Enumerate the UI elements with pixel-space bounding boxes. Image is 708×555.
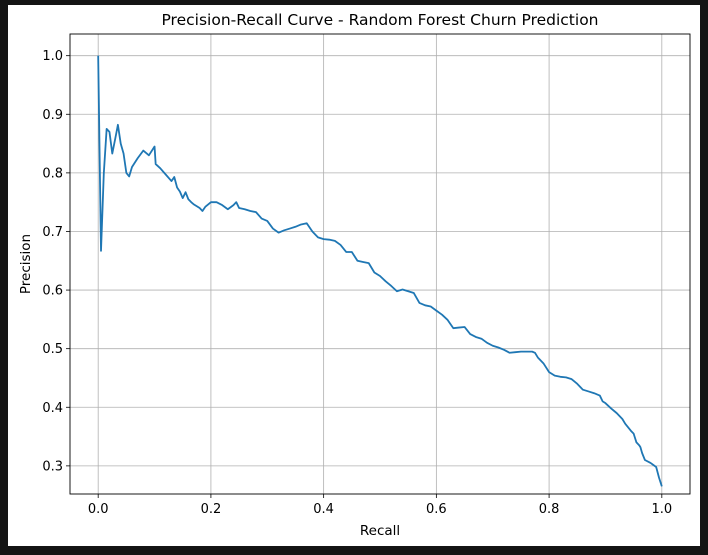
x-ticks: 0.0 0.2 0.4 0.6 0.8 1.0 [88,494,672,517]
plot-frame [69,33,691,495]
grid [70,34,690,494]
y-tick-label: 0.3 [42,459,63,474]
chart-title: Precision-Recall Curve - Random Forest C… [161,11,598,29]
y-tick-label: 0.6 [42,284,63,299]
y-tick-label: 0.7 [42,225,63,240]
x-tick-label: 0.0 [88,502,109,517]
figure: Precision-Recall Curve - Random Forest C… [8,5,700,546]
x-tick-label: 0.8 [539,502,560,517]
y-axis-label: Precision [18,234,34,294]
y-tick-label: 1.0 [42,49,63,64]
x-tick-label: 0.6 [426,502,447,517]
series-layer [97,55,663,487]
pr-curve-chart: Precision-Recall Curve - Random Forest C… [18,11,691,539]
y-ticks: 0.3 0.4 0.5 0.6 0.7 0.8 0.9 1.0 [42,49,70,474]
x-axis-label: Recall [360,523,400,539]
y-tick-label: 0.9 [42,108,63,123]
precision-recall-line [97,55,663,487]
x-tick-label: 1.0 [651,502,672,517]
x-tick-label: 0.2 [201,502,222,517]
y-tick-label: 0.4 [42,401,63,416]
y-tick-label: 0.5 [42,342,63,357]
y-tick-label: 0.8 [42,166,63,181]
x-tick-label: 0.4 [313,502,334,517]
